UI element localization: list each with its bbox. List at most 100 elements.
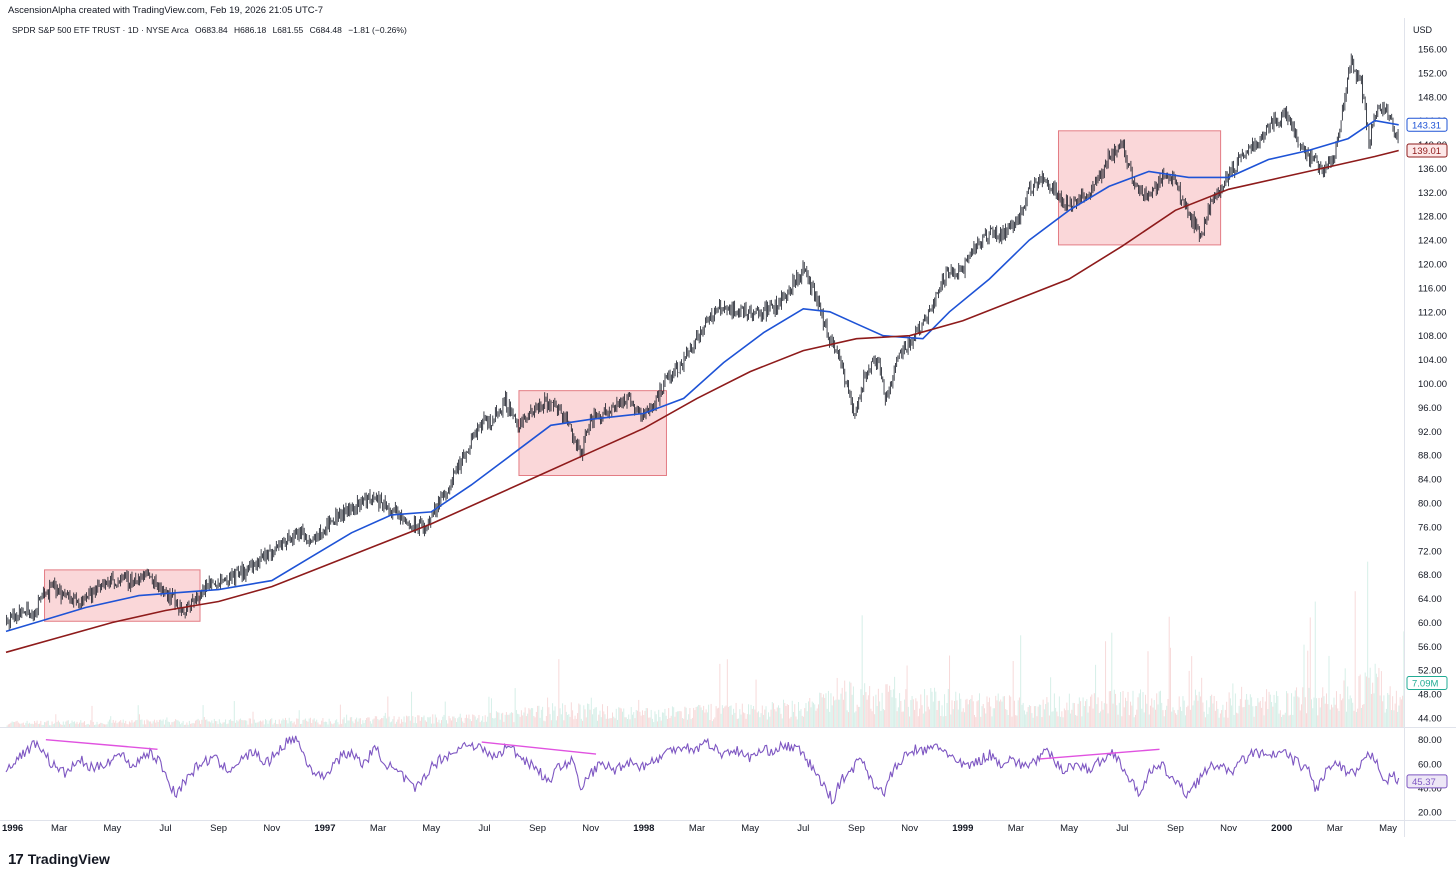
volume-bar	[235, 722, 237, 727]
volume-bar	[183, 724, 185, 727]
volume-bar	[323, 721, 325, 727]
volume-bar	[916, 701, 918, 727]
volume-bar	[1387, 692, 1389, 727]
volume-bar	[1202, 702, 1204, 727]
volume-bar	[734, 712, 736, 727]
volume-bar	[452, 716, 454, 727]
volume-bar	[265, 719, 267, 727]
volume-bar	[599, 710, 601, 727]
volume-bar	[1397, 711, 1399, 727]
volume-bar	[70, 723, 72, 727]
volume-bar	[260, 720, 262, 727]
volume-bar	[1229, 698, 1231, 727]
volume-bar	[1111, 632, 1113, 727]
volume-bar	[773, 703, 775, 727]
volume-bar	[988, 697, 990, 727]
volume-bar	[1237, 713, 1239, 727]
symbol-legend[interactable]: SPDR S&P 500 ETF TRUST · 1D · NYSE Arca …	[12, 25, 411, 35]
volume-bar	[1231, 705, 1233, 727]
tradingview-logo[interactable]: 17 TradingView	[8, 850, 110, 868]
volume-bar	[1153, 700, 1155, 727]
volume-bar	[700, 707, 702, 727]
volume-bar	[181, 722, 183, 727]
volume-bar	[41, 724, 43, 727]
volume-bar	[1208, 707, 1210, 727]
volume-bar	[246, 720, 248, 727]
volume-bar	[756, 712, 758, 727]
rsi-tick-label: 20.00	[1418, 807, 1442, 818]
volume-bar	[1393, 710, 1395, 727]
volume-bar	[940, 715, 942, 727]
volume-bar	[161, 720, 163, 727]
volume-bar	[222, 722, 224, 727]
volume-bar	[1010, 696, 1012, 727]
volume-bar	[69, 723, 71, 727]
volume-bar	[231, 720, 233, 727]
volume-bar	[617, 719, 619, 727]
volume-bar	[1020, 635, 1022, 727]
symbol-name[interactable]: SPDR S&P 500 ETF TRUST · 1D · NYSE Arca	[12, 25, 189, 35]
volume-bar	[629, 719, 631, 727]
volume-bar	[706, 712, 708, 727]
volume-bar	[32, 724, 34, 727]
volume-bar	[100, 722, 102, 727]
volume-bar	[396, 721, 398, 727]
volume-bar	[520, 710, 522, 727]
volume-bar	[749, 714, 751, 727]
volume-bar	[1090, 696, 1092, 727]
volume-bar	[668, 708, 670, 727]
volume-bar	[1137, 697, 1139, 727]
volume-bar	[465, 714, 467, 727]
volume-bar	[643, 715, 645, 727]
volume-bar	[337, 722, 339, 727]
moving-averages	[5, 119, 1399, 654]
volume-bar	[141, 719, 143, 727]
volume-bar	[991, 716, 993, 727]
volume-bar	[1394, 703, 1396, 727]
volume-bar	[970, 698, 972, 727]
currency-label[interactable]: USD	[1413, 25, 1433, 35]
volume-bar	[6, 725, 8, 727]
volume-bar	[810, 707, 812, 727]
volume-bar	[86, 724, 88, 727]
volume-bar	[1159, 690, 1161, 727]
volume-bar	[494, 717, 496, 727]
volume-bar	[1167, 698, 1169, 727]
price-tick-label: 88.00	[1418, 451, 1442, 462]
volume-bar	[1126, 700, 1128, 727]
volume-bar	[357, 721, 359, 727]
volume-bar	[856, 704, 858, 727]
volume-bar	[1086, 699, 1088, 727]
volume-bar	[333, 723, 335, 727]
volume-bar	[693, 707, 695, 727]
volume-bar	[1011, 716, 1013, 727]
volume-bar	[751, 708, 753, 727]
volume-bar	[1316, 698, 1318, 727]
volume-bar	[147, 720, 149, 727]
volume-bar	[618, 707, 620, 727]
volume-bar	[505, 712, 507, 727]
volume-bar	[403, 716, 405, 727]
volume-bar	[875, 694, 877, 727]
volume-bar	[495, 711, 497, 727]
volume-bar	[654, 711, 656, 727]
volume-bar	[1123, 707, 1125, 727]
volume-bar	[1347, 686, 1349, 727]
volume-bar	[348, 720, 350, 727]
rsi-divergence-line-1	[45, 738, 158, 750]
volume-bar	[1283, 714, 1285, 727]
volume-bar	[197, 718, 199, 727]
volume-bar	[884, 710, 886, 727]
volume-bar	[538, 705, 540, 727]
volume-bar	[319, 724, 321, 727]
volume-bar	[442, 716, 444, 727]
volume-bar	[196, 719, 198, 727]
volume-bar	[1214, 710, 1216, 727]
volume-bar	[1385, 708, 1387, 727]
volume-bar	[135, 720, 137, 727]
volume-bar	[683, 718, 685, 727]
volume-bar	[445, 720, 447, 727]
volume-bar	[879, 701, 881, 727]
volume-bar	[519, 716, 521, 727]
